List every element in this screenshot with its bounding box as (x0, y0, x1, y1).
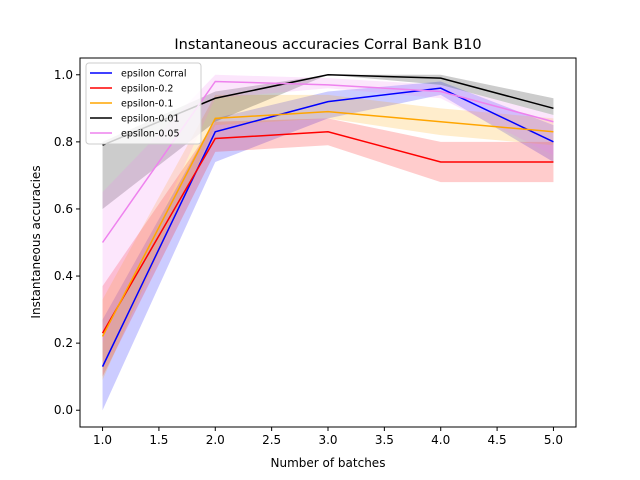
legend: epsilon Corral epsilon-0.2 epsilon-0.1 epsi… (85, 62, 202, 145)
x-tick-label: 2.0 (206, 433, 225, 447)
y-tick-label: 0.2 (54, 336, 73, 350)
band-series-0 (102, 81, 554, 411)
band-series-2 (102, 94, 554, 381)
y-tick-label: 0.0 (54, 403, 73, 417)
x-tick-label: 3.0 (318, 433, 337, 447)
chart-title: Instantaneous accuracies Corral Bank B10 (174, 37, 481, 53)
legend-entry: epsilon Corral (121, 69, 187, 80)
band-series-1 (102, 118, 554, 377)
line-series-0 (101, 87, 554, 367)
band-series-3 (102, 74, 554, 209)
x-tick-label: 1.0 (93, 433, 112, 447)
legend-box (85, 62, 202, 145)
legend-entry: epsilon-0.01 (121, 114, 180, 125)
x-tick-label: 4.0 (431, 433, 450, 447)
legend-entry: epsilon-0.05 (121, 129, 180, 140)
y-axis-ticks: 0.0 0.2 0.4 0.6 0.8 1.0 (54, 68, 80, 417)
legend-entry: epsilon-0.2 (121, 84, 173, 95)
x-tick-label: 1.5 (149, 433, 168, 447)
x-axis-label: Number of batches (271, 456, 386, 470)
legend-entry: epsilon-0.1 (121, 99, 173, 110)
y-axis-label: Instantaneous accuracies (29, 165, 43, 318)
line-series-2 (101, 110, 554, 337)
y-tick-label: 0.4 (54, 269, 73, 283)
line-series-1 (101, 131, 554, 334)
confidence-bands (102, 74, 554, 411)
y-tick-label: 1.0 (54, 68, 73, 82)
x-tick-label: 4.5 (488, 433, 507, 447)
x-axis-ticks: 1.0 1.5 2.0 2.5 3.0 3.5 4.0 4.5 5.0 (93, 427, 563, 447)
y-tick-label: 0.8 (54, 135, 73, 149)
x-tick-label: 2.5 (262, 433, 281, 447)
x-tick-label: 3.5 (375, 433, 394, 447)
y-tick-label: 0.6 (54, 202, 73, 216)
x-tick-label: 5.0 (544, 433, 563, 447)
